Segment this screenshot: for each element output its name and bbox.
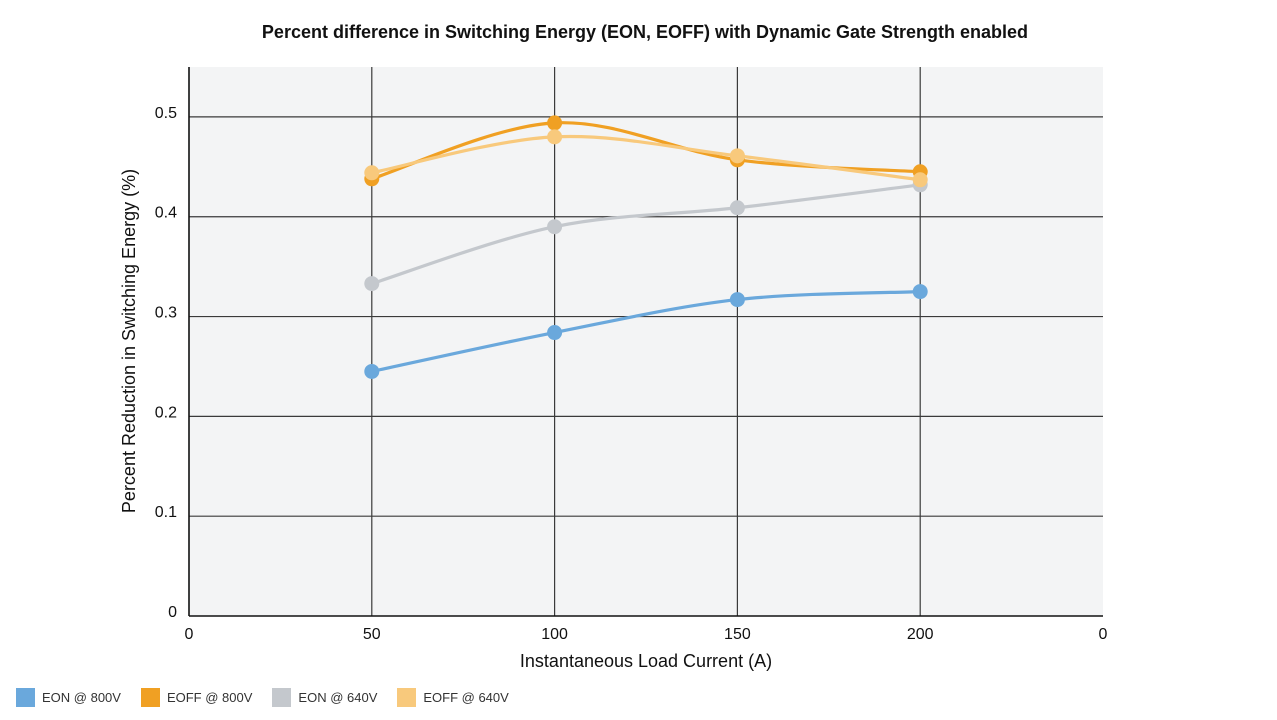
data-point [364,276,380,292]
series-line [370,134,922,182]
legend-swatch [397,688,417,707]
data-point [547,325,563,341]
plot-area [189,67,1103,616]
y-tick-label: 0.2 [155,404,177,421]
legend-label: EON @ 800V [42,690,121,705]
legend-swatch [16,688,35,707]
series-line [370,183,922,286]
legend-label: EOFF @ 800V [166,690,253,705]
y-tick-label: 0.5 [155,105,177,122]
x-tick-label: 200 [907,626,934,643]
data-point [912,172,928,188]
legend-swatch [272,688,292,707]
legend-item: EOFF @ 640V [397,688,509,707]
chart-title: Percent difference in Switching Energy (… [261,22,1029,42]
data-point [547,219,563,235]
x-tick-label: 0 [185,626,194,643]
series-2 [364,177,928,292]
data-point [729,148,745,164]
data-point [729,200,745,216]
y-tick-label: 0.4 [155,205,177,222]
legend-item: EON @ 640V [272,688,377,707]
legend-label: EOFF @ 640V [423,690,509,705]
y-axis-label: Percent Reduction in Switching Energy (%… [119,169,139,513]
legend-swatch [140,688,160,707]
x-tick-label: 100 [541,626,568,643]
data-point [364,165,380,181]
data-point [729,292,745,308]
y-tick-label: 0.3 [155,305,177,322]
y-tick-label: 0 [168,604,177,621]
series-3 [364,129,928,188]
series-line [370,289,922,374]
data-point [912,284,928,300]
x-tick-label: 50 [363,626,381,643]
axes [188,67,1103,617]
data-point [547,129,563,145]
series-layer [364,115,928,379]
x-tick-label: 150 [724,626,751,643]
series-0 [364,284,928,379]
legend-label: EON @ 640V [298,690,378,705]
legend-item: EOFF @ 800V [140,688,253,707]
tick-labels: 0 50 100 150 200 000.10.20.30.40.5 [155,105,1108,643]
x-axis-label: Instantaneous Load Current (A) [520,651,772,671]
y-tick-label: 0.1 [155,504,177,521]
x-tick-label: 0 [1099,626,1108,643]
legend: EON @ 800V EOFF @ 800V EON @ 640V EOFF @ 64… [16,688,529,707]
data-point [364,363,380,379]
data-point [547,115,563,131]
legend-item: EON @ 800V [16,688,121,707]
